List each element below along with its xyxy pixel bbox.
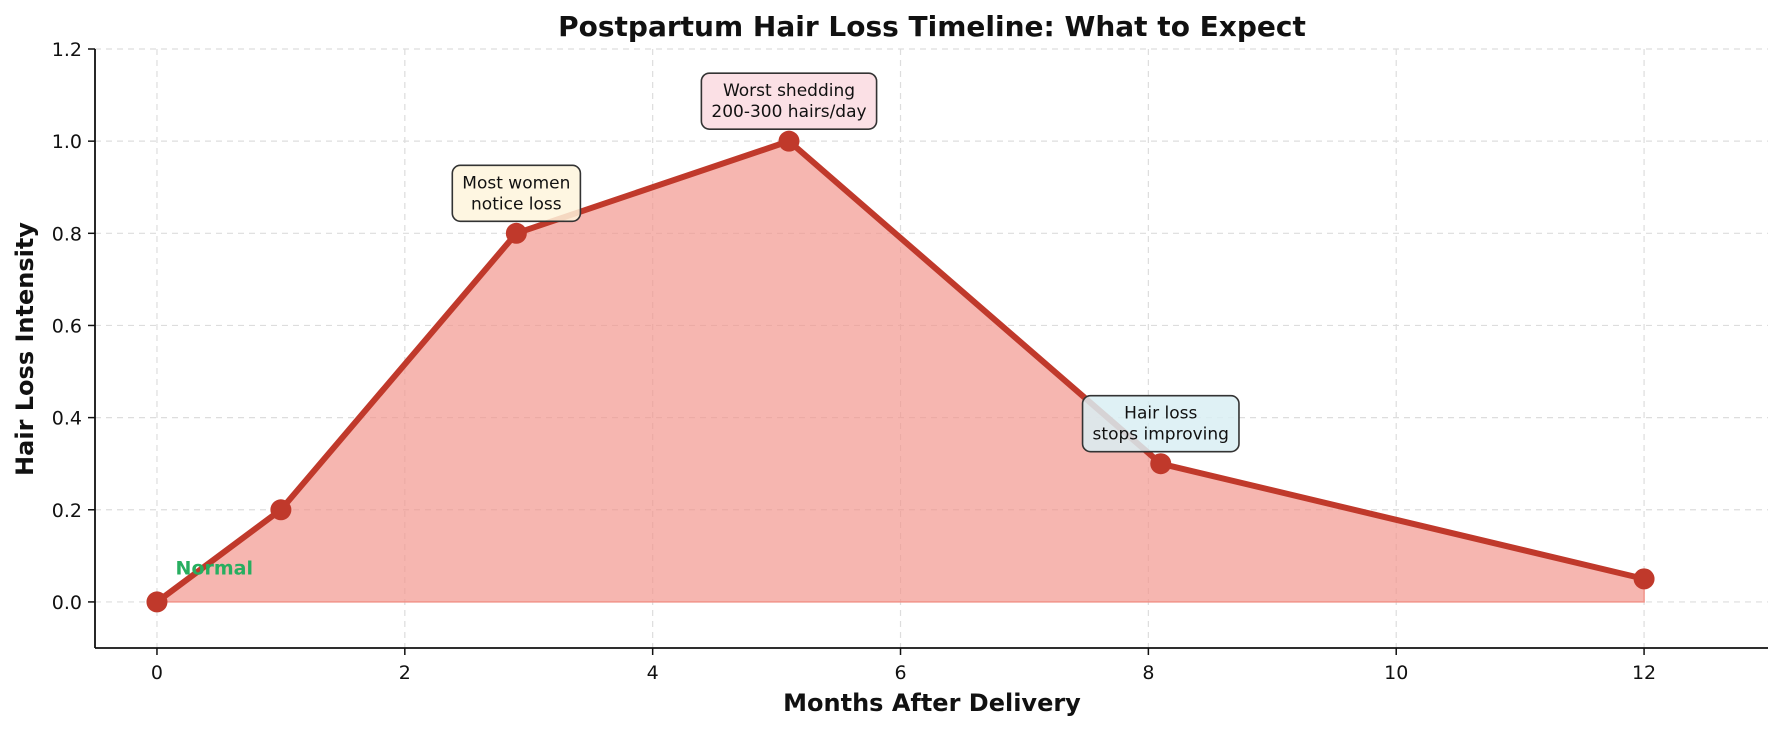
data-point <box>505 222 527 244</box>
line-layer <box>153 138 1648 605</box>
y-tick-label: 0.6 <box>52 315 82 337</box>
annotation-text: Hair loss <box>1124 404 1197 424</box>
axes: 0 2 4 6 8 10 12 0.0 0.2 0.4 0.6 0.8 1.0 1.2 <box>52 39 1768 684</box>
y-tick-label: 0.2 <box>52 500 82 522</box>
area-fill <box>154 140 1645 603</box>
data-point <box>270 499 292 521</box>
x-tick-label: 4 <box>647 662 659 684</box>
chart-title: Postpartum Hair Loss Timeline: What to E… <box>558 10 1306 43</box>
x-tick-label: 8 <box>1142 662 1154 684</box>
y-axis-label: Hair Loss Intensity <box>11 222 39 476</box>
y-tick-label: 1.0 <box>52 131 82 153</box>
annotation-text: notice loss <box>471 194 562 214</box>
inline-label-normal: Normal <box>176 557 253 579</box>
data-point <box>1150 453 1172 475</box>
annotation-box <box>451 164 582 223</box>
x-tick-label: 2 <box>399 662 411 684</box>
annotation-text: Most women <box>462 173 570 193</box>
points-layer <box>146 130 1655 613</box>
x-axis-label: Months After Delivery <box>783 689 1081 717</box>
data-point <box>1633 568 1655 590</box>
x-tick-label: 6 <box>894 662 906 684</box>
y-tick-label: 0.0 <box>52 592 82 614</box>
x-tick-label: 10 <box>1384 662 1408 684</box>
y-tick-label: 0.4 <box>52 408 82 430</box>
data-point <box>778 130 800 152</box>
annotation-box <box>1081 394 1240 453</box>
x-tick-label: 0 <box>151 662 163 684</box>
y-tick-label: 0.8 <box>52 223 82 245</box>
annotation-text: Worst shedding <box>723 81 855 101</box>
area-fill-layer <box>154 140 1645 603</box>
x-tick-label: 12 <box>1632 662 1656 684</box>
data-point <box>146 591 168 613</box>
annotation-text: stops improving <box>1093 425 1229 445</box>
annotation-box <box>700 72 878 130</box>
y-tick-label: 1.2 <box>52 39 82 61</box>
series-line <box>153 138 1648 605</box>
annotation-text: 200-300 hairs/day <box>711 102 866 122</box>
